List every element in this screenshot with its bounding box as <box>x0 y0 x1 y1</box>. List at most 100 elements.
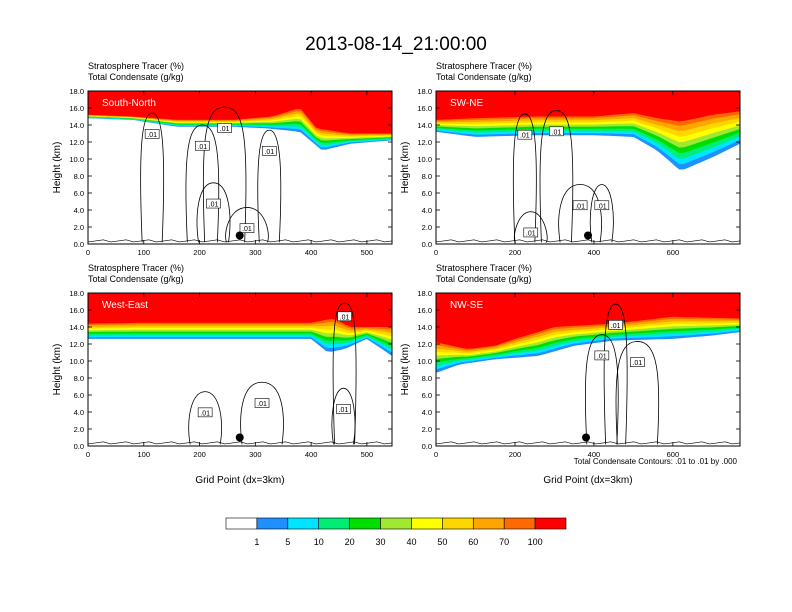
panel-title-line2: Total Condensate (g/kg) <box>436 72 532 82</box>
contour-label: .01 <box>575 203 585 210</box>
location-marker <box>235 433 244 442</box>
y-tick-label: 0.0 <box>74 240 84 249</box>
x-tick-label: 300 <box>249 450 262 459</box>
contour-label: .01 <box>147 132 157 139</box>
contour-label-box <box>217 123 232 133</box>
y-tick-label: 0.0 <box>74 442 84 451</box>
contour-label-box <box>594 200 610 211</box>
contour-label: .01 <box>340 314 350 321</box>
contour-label-box <box>549 126 564 137</box>
x-tick-label: 400 <box>588 450 601 459</box>
colorbar-label: 70 <box>499 537 509 547</box>
condensate-contour <box>331 387 356 445</box>
x-tick-label: 0 <box>86 248 90 257</box>
condensate-contour <box>196 182 231 243</box>
contour-label: .01 <box>242 226 252 233</box>
condensate-contour <box>225 207 269 243</box>
y-tick-label: 6.0 <box>422 391 432 400</box>
contour-label: .01 <box>220 126 230 133</box>
location-marker <box>584 231 592 240</box>
y-axis-label: Height (km) <box>400 344 411 396</box>
colorbar-swatch <box>349 517 381 530</box>
y-tick-label: 0.0 <box>422 240 432 249</box>
x-tick-label: 600 <box>667 450 680 459</box>
y-tick-label: 10.0 <box>69 155 84 164</box>
y-tick-label: 4.0 <box>74 206 84 215</box>
y-tick-label: 14.0 <box>69 323 84 332</box>
panels: .01 .01 .01 .01 .01 .01 South-North Stratospher… <box>52 61 741 486</box>
contour-label: .01 <box>257 401 267 408</box>
colorbar-swatch <box>442 517 474 530</box>
colorbar-label: 40 <box>406 537 416 547</box>
y-tick-label: 12.0 <box>417 340 432 349</box>
surface-contour <box>87 239 393 243</box>
condensate-contour <box>188 391 222 445</box>
condensate-contour <box>185 124 220 243</box>
plot-frame <box>435 292 741 447</box>
contour-label: .01 <box>632 360 642 367</box>
panel-title-line1: Stratosphere Tracer (%) <box>436 263 532 273</box>
y-tick-label: 2.0 <box>422 223 432 232</box>
x-tick-label: 100 <box>138 248 151 257</box>
contour-label-box <box>254 398 270 408</box>
x-tick-label: 200 <box>193 248 206 257</box>
x-tick-label: 500 <box>361 450 374 459</box>
colorbar-label: 30 <box>376 537 386 547</box>
panel-title-line1: Stratosphere Tracer (%) <box>436 61 532 71</box>
y-tick-label: 6.0 <box>74 391 84 400</box>
contour-label-box <box>261 146 277 156</box>
colorbar-swatch <box>225 517 258 530</box>
panel-title-line1: Stratosphere Tracer (%) <box>88 61 184 71</box>
y-tick-label: 8.0 <box>422 374 432 383</box>
condensate-contour <box>584 334 619 445</box>
contour-label: .01 <box>264 149 274 156</box>
y-tick-label: 12.0 <box>417 138 432 147</box>
contour-label-box <box>206 198 221 209</box>
panel-label: West-East <box>102 300 148 311</box>
y-tick-label: 18.0 <box>417 87 432 96</box>
contour-label-box <box>239 223 255 233</box>
panel-label: South-North <box>102 98 156 109</box>
y-tick-label: 16.0 <box>417 104 432 113</box>
y-tick-label: 0.0 <box>422 442 432 451</box>
contour-label: .01 <box>552 129 562 136</box>
y-tick-label: 8.0 <box>74 172 84 181</box>
colorbar-swatch <box>503 517 536 530</box>
panel-label: NW-SE <box>450 300 483 311</box>
y-tick-label: 2.0 <box>422 425 432 434</box>
contour-label-box <box>630 357 645 368</box>
y-tick-label: 12.0 <box>69 138 84 147</box>
colorbar-label: 10 <box>314 537 324 547</box>
contour-label-box <box>523 227 539 238</box>
x-tick-label: 400 <box>305 248 318 257</box>
colorbar-label: 5 <box>285 537 290 547</box>
y-tick-label: 8.0 <box>74 374 84 383</box>
condensate-contour <box>140 112 165 243</box>
contour-label: .01 <box>200 410 210 417</box>
x-tick-label: 400 <box>588 248 601 257</box>
condensate-contour <box>512 113 537 243</box>
tracer-band-max <box>436 293 740 349</box>
condensate-contour <box>558 184 602 243</box>
contour-label-box <box>594 350 610 361</box>
condensate-contour <box>539 110 574 243</box>
x-axis-label: Grid Point (dx=3km) <box>543 475 632 486</box>
location-marker <box>235 231 244 240</box>
panel-label: SW-NE <box>450 98 483 109</box>
x-axis-label: Grid Point (dx=3km) <box>195 475 284 486</box>
colorbar-label: 60 <box>468 537 478 547</box>
y-axis-label: Height (km) <box>52 142 63 194</box>
tracer-band-max <box>436 91 740 122</box>
colorbar-label: 50 <box>437 537 447 547</box>
y-tick-label: 14.0 <box>417 323 432 332</box>
colorbar-swatch <box>318 517 350 530</box>
contour-label: .01 <box>520 133 530 140</box>
panel-title-line2: Total Condensate (g/kg) <box>436 274 532 284</box>
x-tick-label: 600 <box>667 248 680 257</box>
panel-west-east: .01 .01 .01 .01 West-East Stratosphere Tracer… <box>52 263 393 486</box>
colorbar-swatch <box>411 517 443 530</box>
y-tick-label: 14.0 <box>417 121 432 130</box>
contour-label-box <box>517 129 533 140</box>
